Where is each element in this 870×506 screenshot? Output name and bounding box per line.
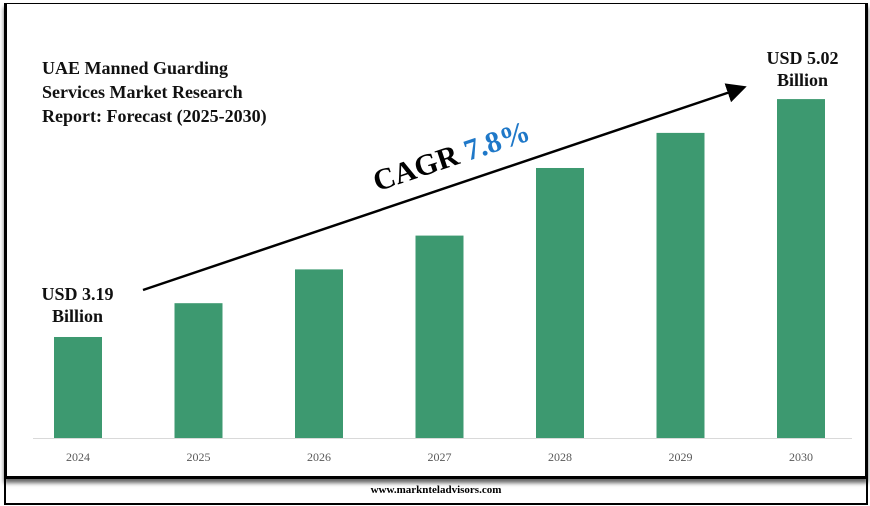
footer-url[interactable]: www.marknteladvisors.com [4,479,868,505]
title-line: UAE Manned Guarding [42,58,229,78]
title-line: Report: Forecast (2025-2030) [42,106,267,126]
bar-2027 [415,235,464,438]
bar-2030 [777,99,825,438]
end-unit: Billion [776,70,829,90]
x-tick-label: 2027 [428,450,452,464]
x-tick-label: 2029 [669,450,693,464]
end-value-label: USD 5.02 Billion [745,47,860,91]
end-value: USD 5.02 [766,48,839,68]
bar-2029 [656,132,705,438]
x-tick-label: 2028 [548,450,572,464]
bar-2024 [54,336,102,438]
start-value: USD 3.19 [41,284,114,304]
start-unit: Billion [51,306,104,326]
x-tick-label: 2026 [307,450,331,464]
title-line: Services Market Research [42,82,243,102]
x-tick-label: 2025 [187,450,211,464]
bar-2025 [174,303,223,438]
chart-title: UAE Manned Guarding Services Market Rese… [42,56,267,128]
x-tick-label: 2030 [789,450,813,464]
x-tick-label: 2024 [66,450,90,464]
chart-frame [4,3,868,479]
start-value-label: USD 3.19 Billion [20,283,135,327]
growth-arrow [142,83,747,292]
bar-2028 [536,167,584,439]
bar-2026 [295,269,343,438]
